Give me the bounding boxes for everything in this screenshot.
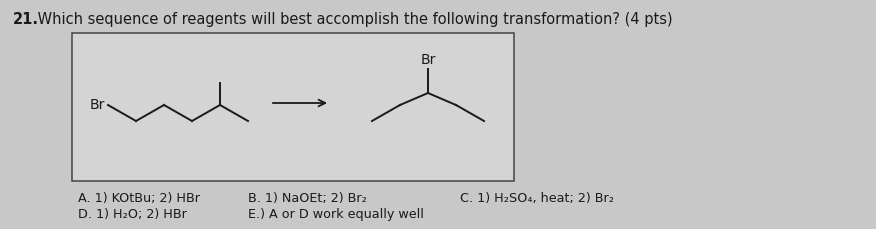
- Text: B. 1) NaOEt; 2) Br₂: B. 1) NaOEt; 2) Br₂: [248, 192, 367, 205]
- Text: Br: Br: [420, 53, 435, 67]
- Text: D. 1) H₂O; 2) HBr: D. 1) H₂O; 2) HBr: [78, 208, 187, 221]
- Text: Br: Br: [89, 98, 105, 112]
- Bar: [72, 33, 514, 181]
- Text: C. 1) H₂SO₄, heat; 2) Br₂: C. 1) H₂SO₄, heat; 2) Br₂: [460, 192, 614, 205]
- Text: 21.: 21.: [13, 12, 39, 27]
- Text: A. 1) KOtBu; 2) HBr: A. 1) KOtBu; 2) HBr: [78, 192, 200, 205]
- Text: E.) A or D work equally well: E.) A or D work equally well: [248, 208, 424, 221]
- Text: Which sequence of reagents will best accomplish the following transformation? (4: Which sequence of reagents will best acc…: [33, 12, 673, 27]
